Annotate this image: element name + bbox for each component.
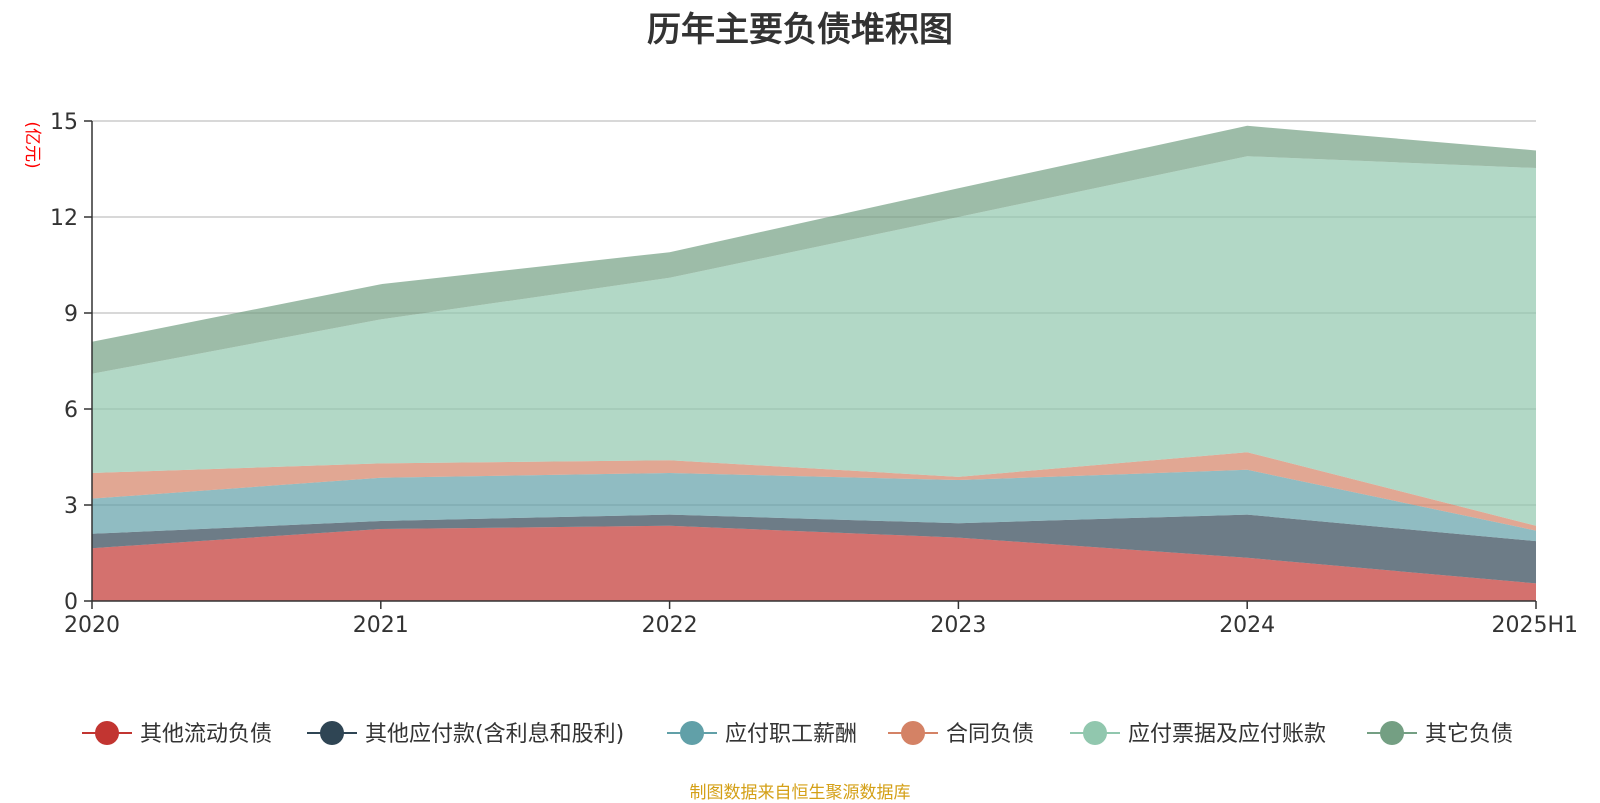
y-tick-label: 9 — [64, 302, 78, 327]
y-tick-label: 6 — [64, 398, 78, 423]
y-tick-label: 15 — [50, 110, 78, 135]
legend-marker — [901, 721, 925, 745]
legend-label: 其它负债 — [1425, 722, 1513, 747]
area-series-3 — [92, 452, 1536, 531]
y-axis-unit-label: (亿元) — [22, 121, 42, 168]
area-series-1 — [92, 514, 1536, 584]
area-series-2 — [92, 469, 1536, 542]
chart-title: 历年主要负债堆积图 — [647, 10, 953, 50]
y-tick-label: 3 — [64, 494, 78, 519]
legend-label: 其他流动负债 — [140, 722, 272, 747]
legend-marker — [1083, 721, 1107, 745]
area-series-4 — [92, 156, 1536, 526]
x-tick-label: 2020 — [64, 613, 120, 638]
legend-label: 应付职工薪酬 — [725, 722, 857, 747]
x-tick-label: 2022 — [642, 613, 698, 638]
legend-item-4[interactable]: 应付票据及应付账款 — [1070, 721, 1326, 747]
legend-label: 其他应付款(含利息和股利) — [365, 722, 624, 747]
x-tick-label: 2021 — [353, 613, 409, 638]
y-tick-label: 12 — [50, 206, 78, 231]
legend-item-0[interactable]: 其他流动负债 — [82, 721, 272, 747]
axes: 0 3 6 9 12 15 2020 2021 2022 2023 2024 2025H1 — [50, 110, 1578, 638]
x-tick-label: 2024 — [1219, 613, 1275, 638]
area-series-5 — [92, 125, 1536, 374]
legend-item-5[interactable]: 其它负债 — [1367, 721, 1513, 747]
legend-item-1[interactable]: 其他应付款(含利息和股利) — [307, 721, 624, 747]
legend-marker — [680, 721, 704, 745]
legend-item-3[interactable]: 合同负债 — [888, 721, 1034, 747]
legend-marker — [1380, 721, 1404, 745]
area-series-0 — [92, 525, 1536, 601]
y-tick-label: 0 — [64, 590, 78, 615]
legend-marker — [320, 721, 344, 745]
x-tick-label: 2025H1 — [1491, 613, 1578, 638]
x-tick-label: 2023 — [930, 613, 986, 638]
legend-item-2[interactable]: 应付职工薪酬 — [667, 721, 857, 747]
legend: 其他流动负债 其他应付款(含利息和股利) 应付职工薪酬 合同负债 应付票据及应付账款 其它… — [82, 721, 1513, 747]
area-series — [92, 125, 1536, 601]
source-note: 制图数据来自恒生聚源数据库 — [689, 783, 911, 803]
legend-marker — [95, 721, 119, 745]
legend-label: 合同负债 — [946, 722, 1034, 747]
legend-label: 应付票据及应付账款 — [1128, 722, 1326, 747]
